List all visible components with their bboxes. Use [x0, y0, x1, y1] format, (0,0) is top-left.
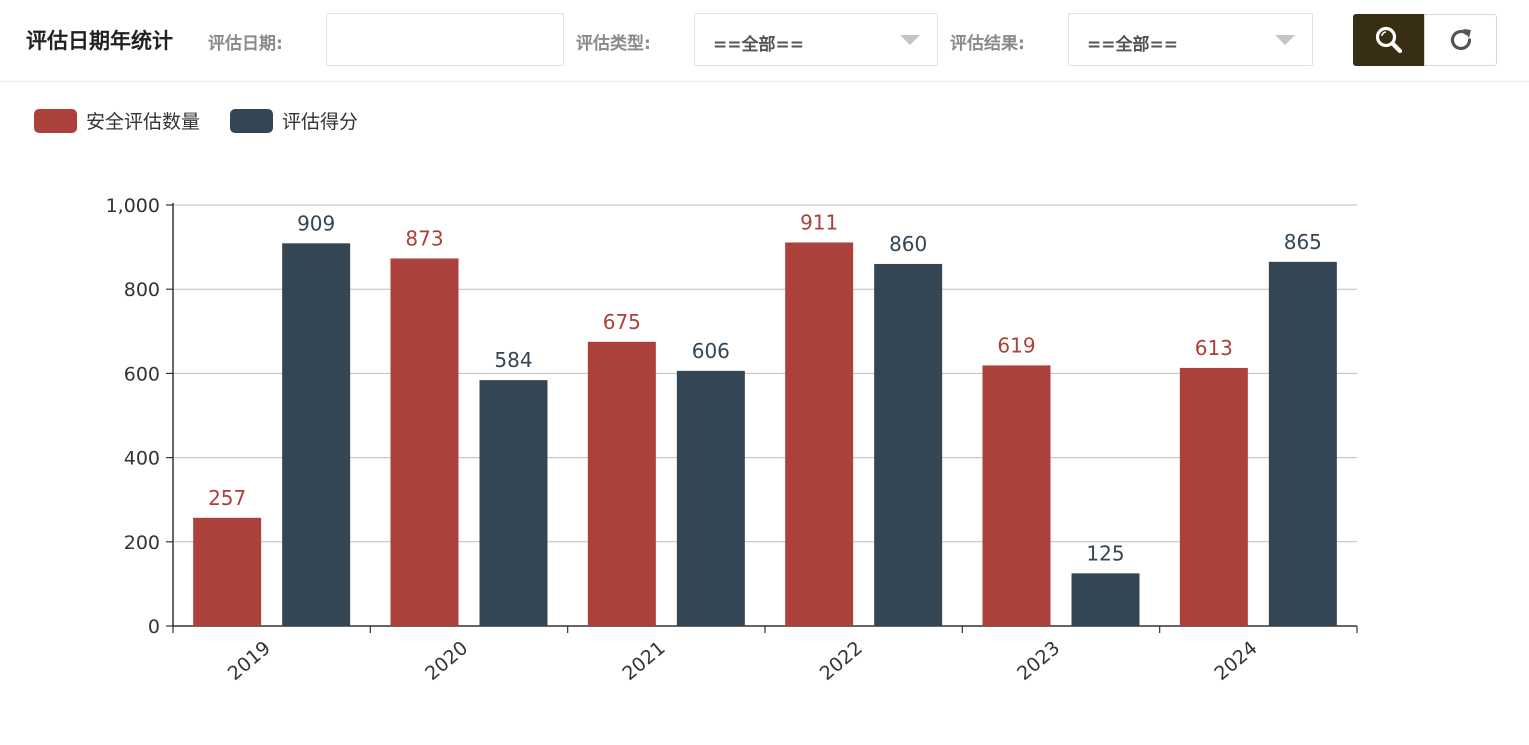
search-icon — [1375, 26, 1403, 54]
y-tick-label: 0 — [148, 616, 160, 638]
bar — [982, 365, 1051, 626]
bar — [676, 370, 745, 626]
page-title: 评估日期年统计 — [26, 29, 173, 53]
bar — [1268, 261, 1337, 626]
refresh-button[interactable] — [1424, 14, 1497, 66]
data-label: 865 — [1284, 230, 1322, 254]
bar — [1071, 573, 1140, 626]
bar — [390, 258, 459, 626]
date-input[interactable] — [326, 13, 564, 66]
legend-label: 评估得分 — [282, 111, 359, 133]
filter-toolbar: 评估日期年统计 评估日期: 评估类型: ==全部== 评估结果: ==全部== — [0, 0, 1529, 82]
y-tick-label: 800 — [124, 279, 160, 301]
data-label: 606 — [692, 339, 730, 363]
data-label: 909 — [297, 211, 335, 235]
y-tick-label: 600 — [124, 363, 160, 385]
refresh-icon — [1450, 29, 1471, 50]
result-select-value: ==全部== — [1087, 35, 1178, 55]
bar — [874, 263, 943, 626]
type-select-value: ==全部== — [713, 35, 804, 55]
x-tick-label: 2022 — [816, 637, 867, 685]
data-label: 619 — [997, 333, 1035, 357]
x-tick-label: 2023 — [1013, 637, 1064, 685]
data-label: 125 — [1086, 541, 1124, 565]
chevron-down-icon — [1275, 35, 1295, 45]
data-label: 873 — [405, 226, 443, 250]
bar — [479, 380, 548, 626]
legend-label: 安全评估数量 — [86, 111, 201, 133]
x-tick-label: 2020 — [421, 637, 472, 685]
x-tick-label: 2024 — [1210, 637, 1261, 685]
bar — [1179, 367, 1248, 626]
legend-swatch — [230, 109, 273, 133]
bar — [587, 341, 656, 626]
data-label: 613 — [1195, 336, 1233, 360]
date-label: 评估日期: — [208, 34, 283, 54]
result-select[interactable]: ==全部== — [1068, 13, 1313, 66]
data-label: 911 — [800, 210, 838, 234]
data-label: 257 — [208, 486, 246, 510]
search-button[interactable] — [1353, 14, 1425, 66]
type-label: 评估类型: — [576, 34, 651, 54]
data-label: 675 — [603, 310, 641, 334]
y-tick-label: 1,000 — [106, 195, 160, 217]
chevron-down-icon — [900, 35, 920, 45]
bar — [282, 243, 351, 626]
x-tick-label: 2019 — [224, 637, 275, 685]
bar — [785, 242, 854, 626]
bar — [193, 517, 262, 626]
result-label: 评估结果: — [950, 34, 1025, 54]
legend-swatch — [34, 109, 77, 133]
x-tick-label: 2021 — [618, 637, 669, 685]
y-tick-label: 200 — [124, 532, 160, 554]
data-label: 860 — [889, 232, 927, 256]
type-select[interactable]: ==全部== — [694, 13, 938, 66]
y-tick-label: 400 — [124, 448, 160, 470]
data-label: 584 — [494, 348, 532, 372]
